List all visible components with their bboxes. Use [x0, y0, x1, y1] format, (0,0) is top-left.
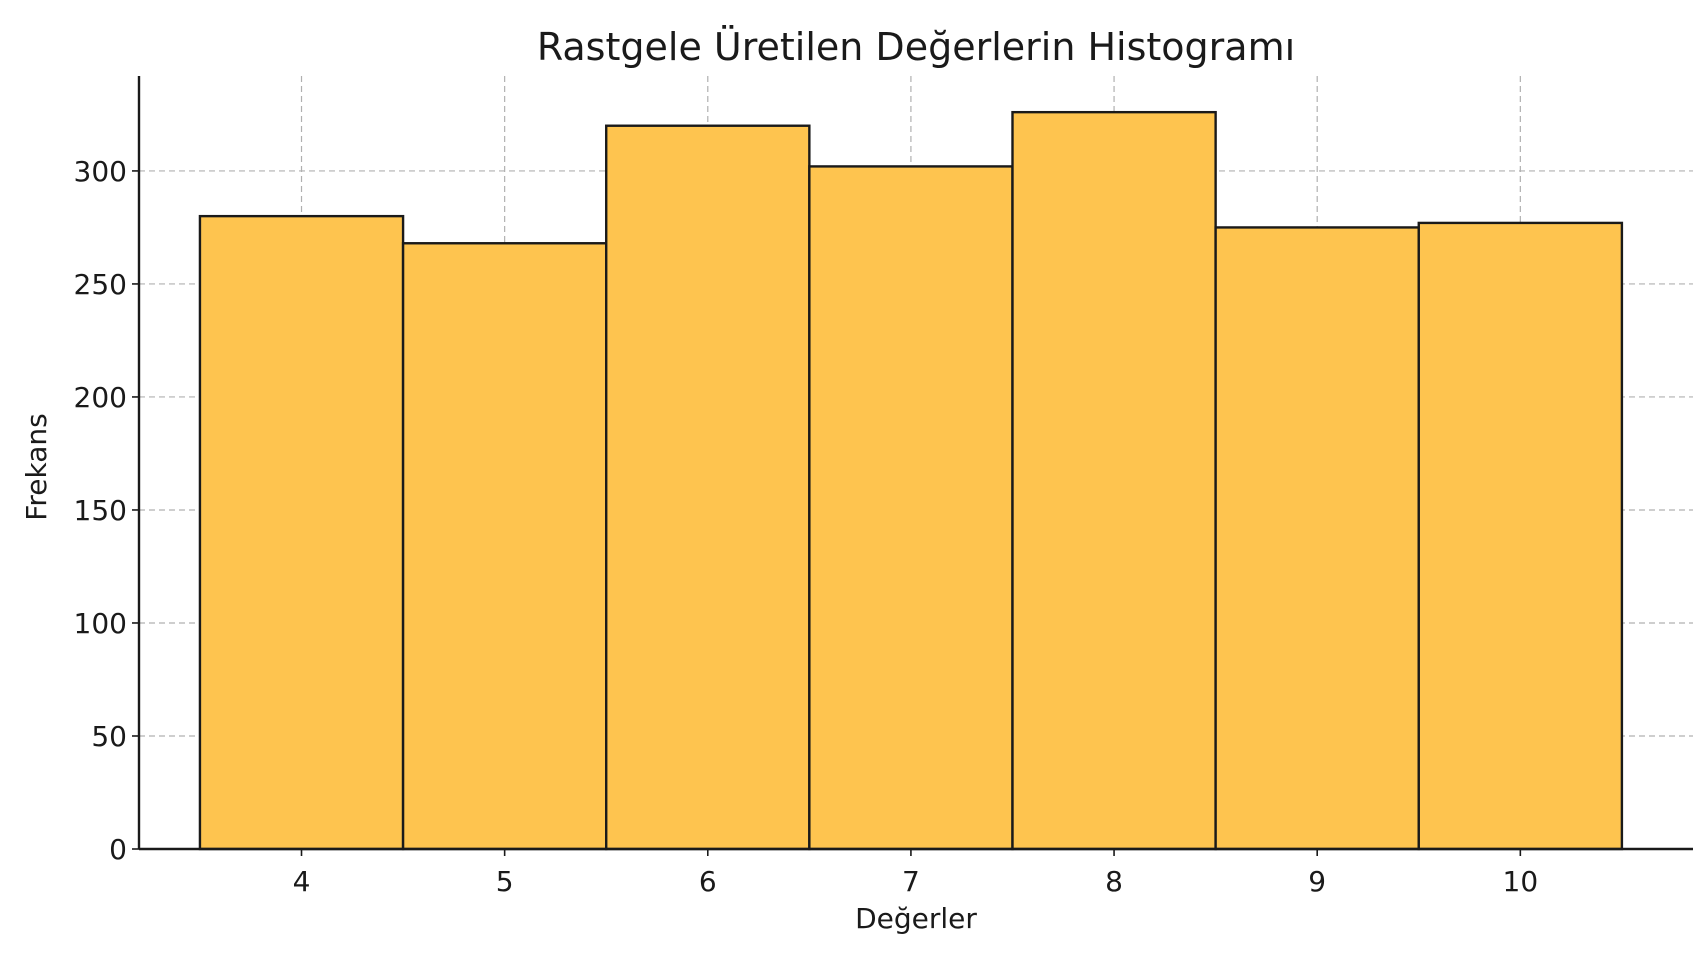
x-tick-label: 5: [496, 865, 514, 898]
axes: [137, 76, 1693, 851]
bars: [198, 110, 1624, 851]
chart-title: Rastgele Üretilen Değerlerin Histogramı: [537, 25, 1295, 69]
x-axis-label: Değerler: [855, 902, 977, 935]
bar-8: [1011, 110, 1217, 851]
y-tick-label: 100: [74, 607, 127, 640]
bar-6: [605, 124, 811, 851]
y-tick-label: 200: [74, 381, 127, 414]
x-tick-label: 4: [293, 865, 311, 898]
x-tick-label: 9: [1308, 865, 1326, 898]
y-tick-label: 250: [74, 268, 127, 301]
bar-9: [1214, 226, 1420, 851]
ticks: 0 50 100 150 200 250 300 4 5 6 7 8 9 10: [74, 155, 1539, 898]
bar-10: [1417, 221, 1624, 851]
x-tick-label: 8: [1105, 865, 1123, 898]
y-axis-label: Frekans: [20, 413, 53, 520]
x-tick-label: 10: [1503, 865, 1539, 898]
bar-4: [198, 214, 405, 851]
y-tick-label: 300: [74, 155, 127, 188]
x-tick-label: 7: [902, 865, 920, 898]
y-tick-label: 0: [109, 833, 127, 866]
x-tick-label: 6: [699, 865, 717, 898]
bar-5: [401, 242, 608, 851]
y-tick-label: 150: [74, 494, 127, 527]
bar-7: [808, 165, 1014, 851]
y-tick-label: 50: [91, 720, 127, 753]
